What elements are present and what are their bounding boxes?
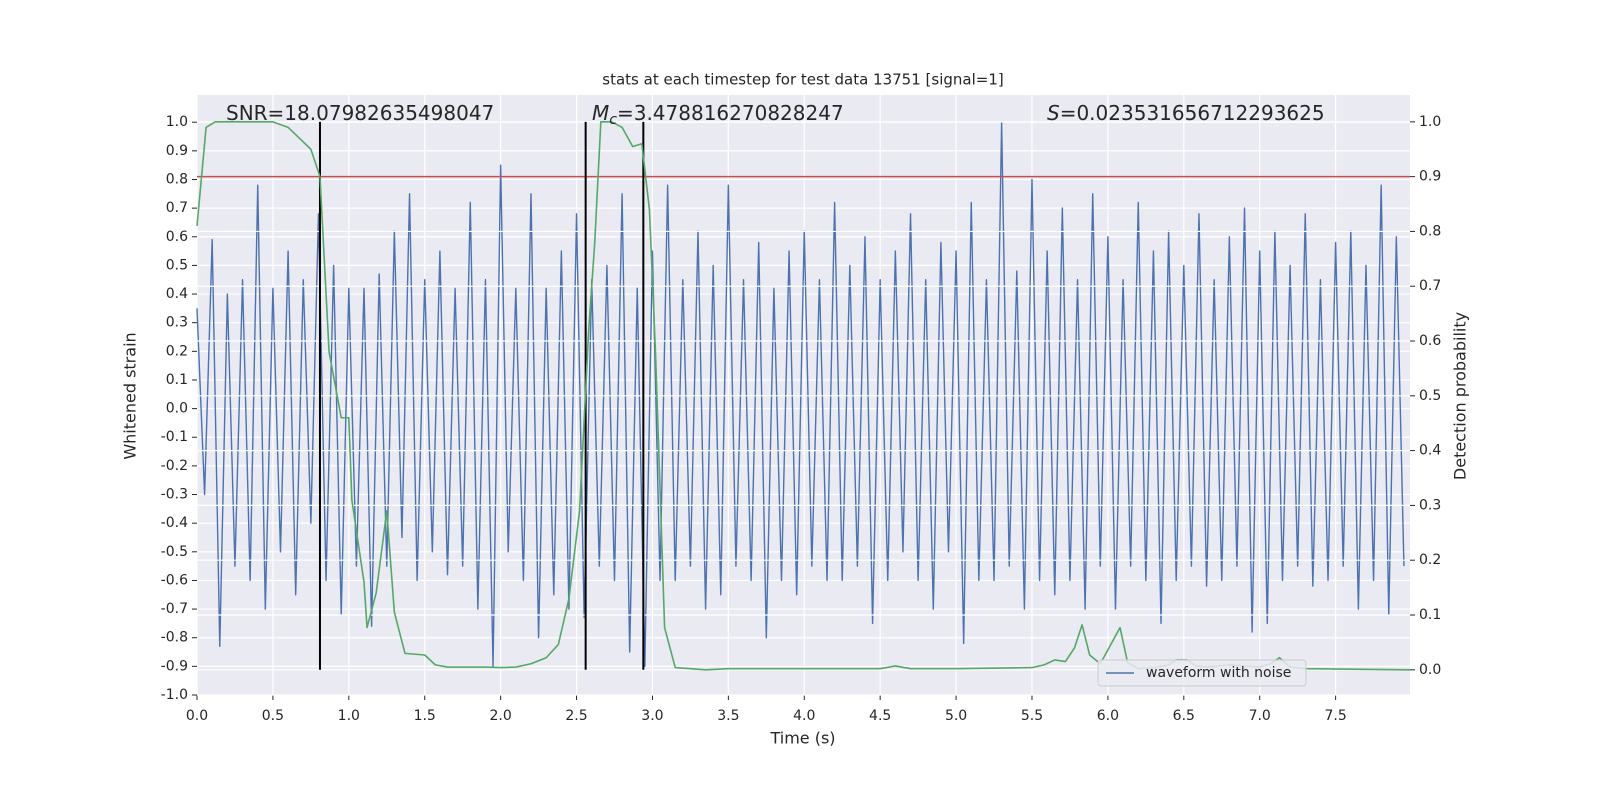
y2-tick-label: 0.5	[1419, 388, 1441, 404]
annotation: S=0.023531656712293625	[1047, 101, 1325, 125]
legend-label: waveform with noise	[1146, 665, 1291, 681]
y-tick-label: 0.4	[166, 286, 188, 302]
y-tick-label: -0.5	[161, 544, 188, 560]
x-tick-label: 7.0	[1249, 708, 1271, 724]
y-tick-label: -1.0	[161, 687, 188, 703]
annotation-text: SNR=18.07982635498047	[226, 101, 494, 125]
y-tick-label: 0.6	[166, 229, 188, 245]
y2-tick-label: 0.4	[1419, 443, 1441, 459]
x-tick-label: 0.5	[262, 708, 284, 724]
x-tick-label: 5.5	[1021, 708, 1043, 724]
x-tick-label: 6.0	[1097, 708, 1119, 724]
y2-axis-label: Detection probability	[1451, 312, 1470, 480]
plot-background	[197, 95, 1410, 695]
annotation-text: =0.023531656712293625	[1060, 101, 1325, 125]
y2-tick-label: 0.9	[1419, 169, 1441, 185]
legend-box	[1097, 659, 1307, 687]
annotation-text: =3.478816270828247	[617, 101, 844, 125]
y-tick-label: -0.6	[161, 572, 188, 588]
x-tick-label: 3.5	[717, 708, 739, 724]
y-tick-label: 0.1	[166, 372, 188, 388]
y-tick-label: -0.2	[161, 458, 188, 474]
y-tick-label: 0.8	[166, 171, 188, 187]
y2-tick-label: 0.7	[1419, 278, 1441, 294]
y-tick-label: -0.1	[161, 429, 188, 445]
annotation: Mc=3.478816270828247	[592, 101, 844, 129]
y2-tick-label: 0.3	[1419, 497, 1441, 513]
chart-title: stats at each timestep for test data 137…	[602, 71, 1003, 89]
data-line	[196, 121, 1405, 668]
y2-tick-label: 1.0	[1419, 114, 1441, 130]
y2-tick-label: 0.6	[1419, 333, 1441, 349]
x-tick-label: 0.0	[186, 708, 208, 724]
x-tick-label: 5.0	[945, 708, 967, 724]
annotation: SNR=18.07982635498047	[226, 101, 494, 125]
y-axis-label: Whitened strain	[121, 332, 140, 459]
x-tick-label: 2.0	[489, 708, 511, 724]
x-tick-label: 1.0	[338, 708, 360, 724]
annotation-symbol: S	[1047, 101, 1060, 125]
x-tick-label: 7.5	[1324, 708, 1346, 724]
y-tick-label: -0.3	[161, 487, 188, 503]
annotation-symbol: M	[592, 101, 609, 125]
y-tick-label: -0.8	[161, 630, 188, 646]
x-tick-label: 2.5	[565, 708, 587, 724]
y-tick-label: -0.4	[161, 515, 188, 531]
x-axis-label: Time (s)	[769, 729, 835, 748]
y-tick-label: 1.0	[166, 114, 188, 130]
annotation-subscript: c	[609, 112, 617, 128]
y2-tick-label: 0.2	[1419, 552, 1441, 568]
x-tick-label: 6.5	[1173, 708, 1195, 724]
x-tick-label: 4.5	[869, 708, 891, 724]
y-tick-label: 0.5	[166, 257, 188, 273]
x-tick-label: 1.5	[414, 708, 436, 724]
x-tick-label: 4.0	[793, 708, 815, 724]
y-tick-label: 0.7	[166, 200, 188, 216]
y2-tick-label: 0.8	[1419, 223, 1441, 239]
y-tick-label: 0.0	[166, 401, 188, 417]
y-tick-label: -0.9	[161, 658, 188, 674]
y2-tick-label: 0.1	[1419, 607, 1441, 623]
x-tick-label: 3.0	[641, 708, 663, 724]
y-tick-label: 0.2	[166, 343, 188, 359]
y-tick-label: 0.3	[166, 315, 188, 331]
y-tick-label: 0.9	[166, 143, 188, 159]
y2-tick-label: 0.0	[1419, 662, 1441, 678]
y-tick-label: -0.7	[161, 601, 188, 617]
